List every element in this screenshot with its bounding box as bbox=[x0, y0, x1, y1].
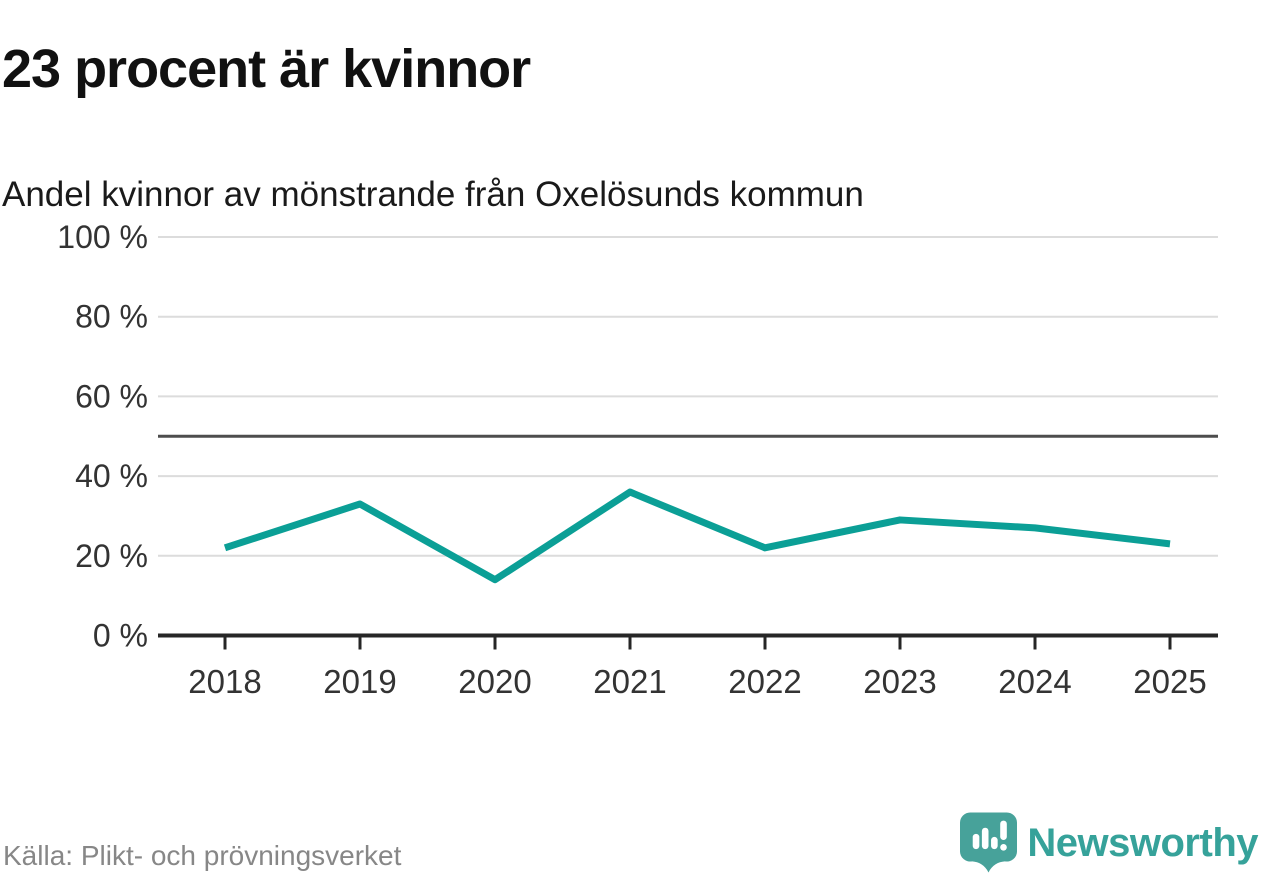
y-tick-label: 100 % bbox=[57, 219, 148, 255]
page-title: 23 procent är kvinnor bbox=[2, 39, 531, 100]
y-tick-label: 80 % bbox=[75, 299, 148, 335]
x-tick-label: 2025 bbox=[1133, 663, 1206, 700]
newsworthy-bubble-chart-icon bbox=[960, 812, 1018, 879]
brand-logo: Newsworthy bbox=[960, 812, 1258, 876]
source-note: Källa: Plikt- och prövningsverket bbox=[3, 840, 402, 871]
chart-subtitle: Andel kvinnor av mönstrande från Oxelösu… bbox=[2, 175, 864, 215]
x-tick-label: 2019 bbox=[323, 663, 396, 700]
brand-wordmark: Newsworthy bbox=[1027, 821, 1258, 865]
data-line bbox=[223, 488, 1171, 584]
y-tick-label: 20 % bbox=[75, 538, 148, 574]
y-tick-label: 40 % bbox=[75, 458, 148, 494]
x-tick-label: 2020 bbox=[458, 663, 531, 700]
x-tick-label: 2018 bbox=[188, 663, 261, 700]
x-tick-label: 2021 bbox=[593, 663, 666, 700]
x-tick-label: 2024 bbox=[998, 663, 1071, 700]
y-tick-label: 0 % bbox=[93, 618, 148, 654]
x-tick-label: 2022 bbox=[728, 663, 801, 700]
x-tick-label: 2023 bbox=[863, 663, 936, 700]
y-tick-label: 60 % bbox=[75, 378, 148, 414]
